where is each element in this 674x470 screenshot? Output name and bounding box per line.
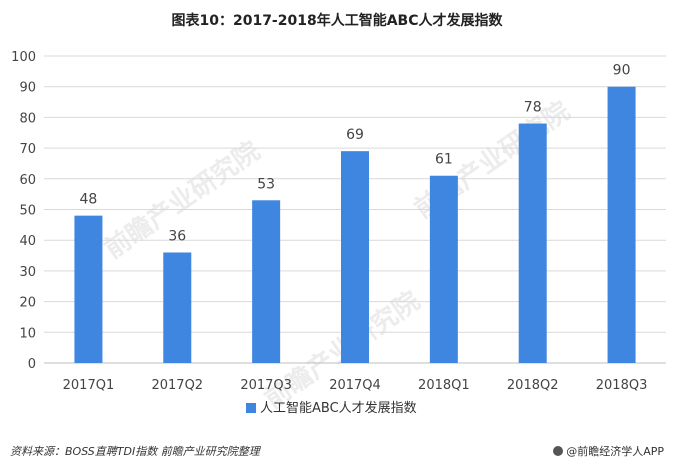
data-label: 36 [168,228,186,244]
bar-2017Q1 [74,215,103,363]
y-tick-label: 20 [19,296,36,311]
bar-2017Q3 [252,200,281,363]
bar-2017Q4 [341,151,369,363]
x-tick-label: 2017Q3 [240,378,292,393]
y-tick-label: 10 [19,326,36,341]
x-tick-label: 2018Q2 [507,378,559,393]
x-tick-label: 2017Q2 [151,378,203,393]
data-label: 69 [346,127,364,143]
y-tick-label: 60 [19,173,36,188]
data-label: 78 [524,100,542,116]
legend-swatch [246,403,256,413]
data-label: 48 [80,192,98,208]
x-tick-label: 2017Q4 [329,378,381,393]
y-tick-label: 50 [19,204,36,219]
y-tick-label: 80 [19,111,36,126]
chart-title: 图表10：2017-2018年人工智能ABC人才发展指数 [171,13,503,29]
bar-2018Q2 [518,123,547,363]
bar-2018Q3 [607,86,636,363]
y-tick-label: 90 [19,81,36,96]
bar-2017Q2 [163,252,192,363]
bar-2018Q1 [429,175,458,363]
brand-logo-icon [553,446,564,456]
x-tick-label: 2018Q3 [596,378,648,393]
data-label: 61 [435,152,453,168]
data-label: 53 [257,176,275,192]
x-tick-label: 2017Q1 [63,378,115,393]
data-label: 90 [613,63,631,79]
brand-label: @前瞻经济学人APP [553,443,664,459]
source-note: 资料来源：BOSS直聘TDI指数 前瞻产业研究院整理 [10,445,260,458]
y-tick-label: 0 [28,357,36,372]
y-tick-label: 70 [19,142,36,157]
y-tick-label: 100 [11,50,36,65]
x-tick-label: 2018Q1 [418,378,470,393]
y-tick-label: 30 [19,265,36,280]
brand-text: @前瞻经济学人APP [566,445,664,458]
legend-label: 人工智能ABC人才发展指数 [260,400,417,416]
y-tick-label: 40 [19,234,36,249]
